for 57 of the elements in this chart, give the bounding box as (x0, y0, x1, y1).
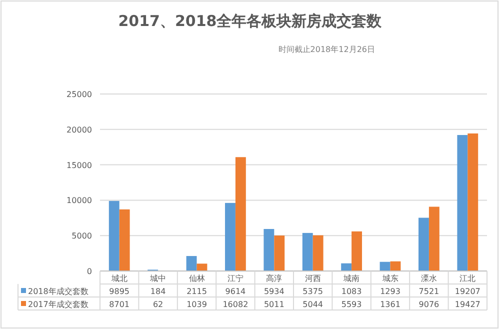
data-label: 9614 (225, 287, 246, 296)
bar (196, 264, 208, 271)
bar (302, 232, 313, 271)
bar (428, 206, 440, 271)
y-tick-label: 5000 (72, 232, 92, 241)
x-tick-label: 城东 (381, 274, 398, 283)
bar (341, 263, 352, 271)
legend-label: 2018年成交套数 (28, 287, 88, 296)
chart-title: 2017、2018全年各板块新房成交套数 (118, 12, 383, 30)
bar (380, 262, 390, 271)
data-label: 5011 (264, 300, 284, 309)
y-tick-label: 10000 (66, 196, 92, 206)
y-tick-label: 0 (86, 267, 92, 276)
data-label: 9076 (418, 300, 440, 309)
data-label: 2115 (186, 287, 207, 296)
data-label: 5375 (302, 287, 324, 296)
data-label: 8701 (109, 300, 130, 309)
bar (312, 235, 324, 271)
x-tick-label: 江宁 (227, 274, 244, 283)
data-label: 1293 (380, 287, 400, 296)
x-tick-label: 城南 (342, 274, 360, 283)
bar (457, 135, 468, 271)
x-tick-label: 江北 (460, 274, 476, 283)
bar (274, 236, 285, 271)
x-tick-label: 河西 (304, 274, 321, 283)
data-label: 1039 (186, 300, 207, 309)
data-label: 1083 (341, 287, 362, 296)
data-label: 16082 (222, 300, 248, 309)
x-tick-label: 溧水 (420, 274, 437, 283)
bar (186, 256, 197, 271)
data-label: 7521 (418, 287, 440, 296)
x-tick-label: 高淳 (266, 274, 282, 283)
data-label: 62 (152, 300, 164, 309)
bar (235, 157, 246, 271)
bar (264, 228, 274, 271)
y-tick-label: 15000 (66, 160, 92, 170)
x-tick-label: 城北 (110, 274, 128, 283)
bar (108, 200, 120, 271)
text: 时间截止2018年12月26日 (278, 45, 375, 54)
y-tick-label: 25000 (66, 90, 92, 99)
data-label: 5593 (341, 300, 362, 309)
data-label: 19427 (454, 300, 480, 309)
bar (119, 209, 130, 271)
data-label: 184 (150, 287, 166, 296)
data-label: 9895 (109, 287, 130, 296)
data-label: 1361 (380, 300, 400, 309)
legend-label: 2017年成交套数 (28, 300, 88, 309)
y-tick-label: 20000 (66, 125, 92, 134)
x-tick-label: 城中 (149, 274, 166, 283)
bar (225, 202, 236, 271)
data-label: 19207 (454, 287, 480, 296)
x-tick-label: 仙林 (188, 274, 205, 283)
data-label: 5044 (302, 300, 324, 309)
bar (352, 231, 362, 271)
bar (418, 218, 429, 271)
bar (468, 133, 478, 271)
data-label: 5934 (264, 287, 284, 296)
